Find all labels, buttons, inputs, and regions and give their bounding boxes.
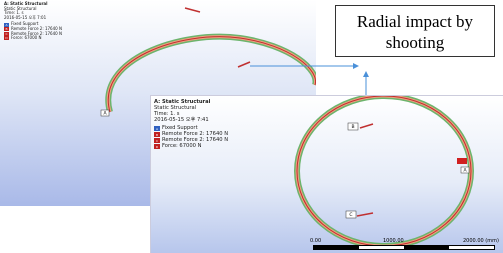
callout: Radial impact by shooting [335,5,495,57]
force-box [457,158,467,164]
tag: C [349,212,352,218]
figure: A: Static Structural Static Structural T… [0,0,503,252]
force-arrow [360,124,373,128]
scale-label: 0.00 [310,238,321,244]
tag: B [351,124,354,130]
callout-line: shooting [336,32,494,53]
front-viewport: A: Static Structural Static Structural T… [150,95,503,253]
scale-label: 1000.00 [383,238,404,244]
scale-label: 2000.00 (mm) [463,238,499,244]
force-arrow [357,213,373,216]
scale-bar: 0.00 1000.00 2000.00 (mm) [305,238,503,252]
scale-graphic [313,245,495,250]
front-model: B A C [151,96,503,253]
ring-orange [297,96,471,246]
callout-line: Radial impact by [336,11,494,32]
